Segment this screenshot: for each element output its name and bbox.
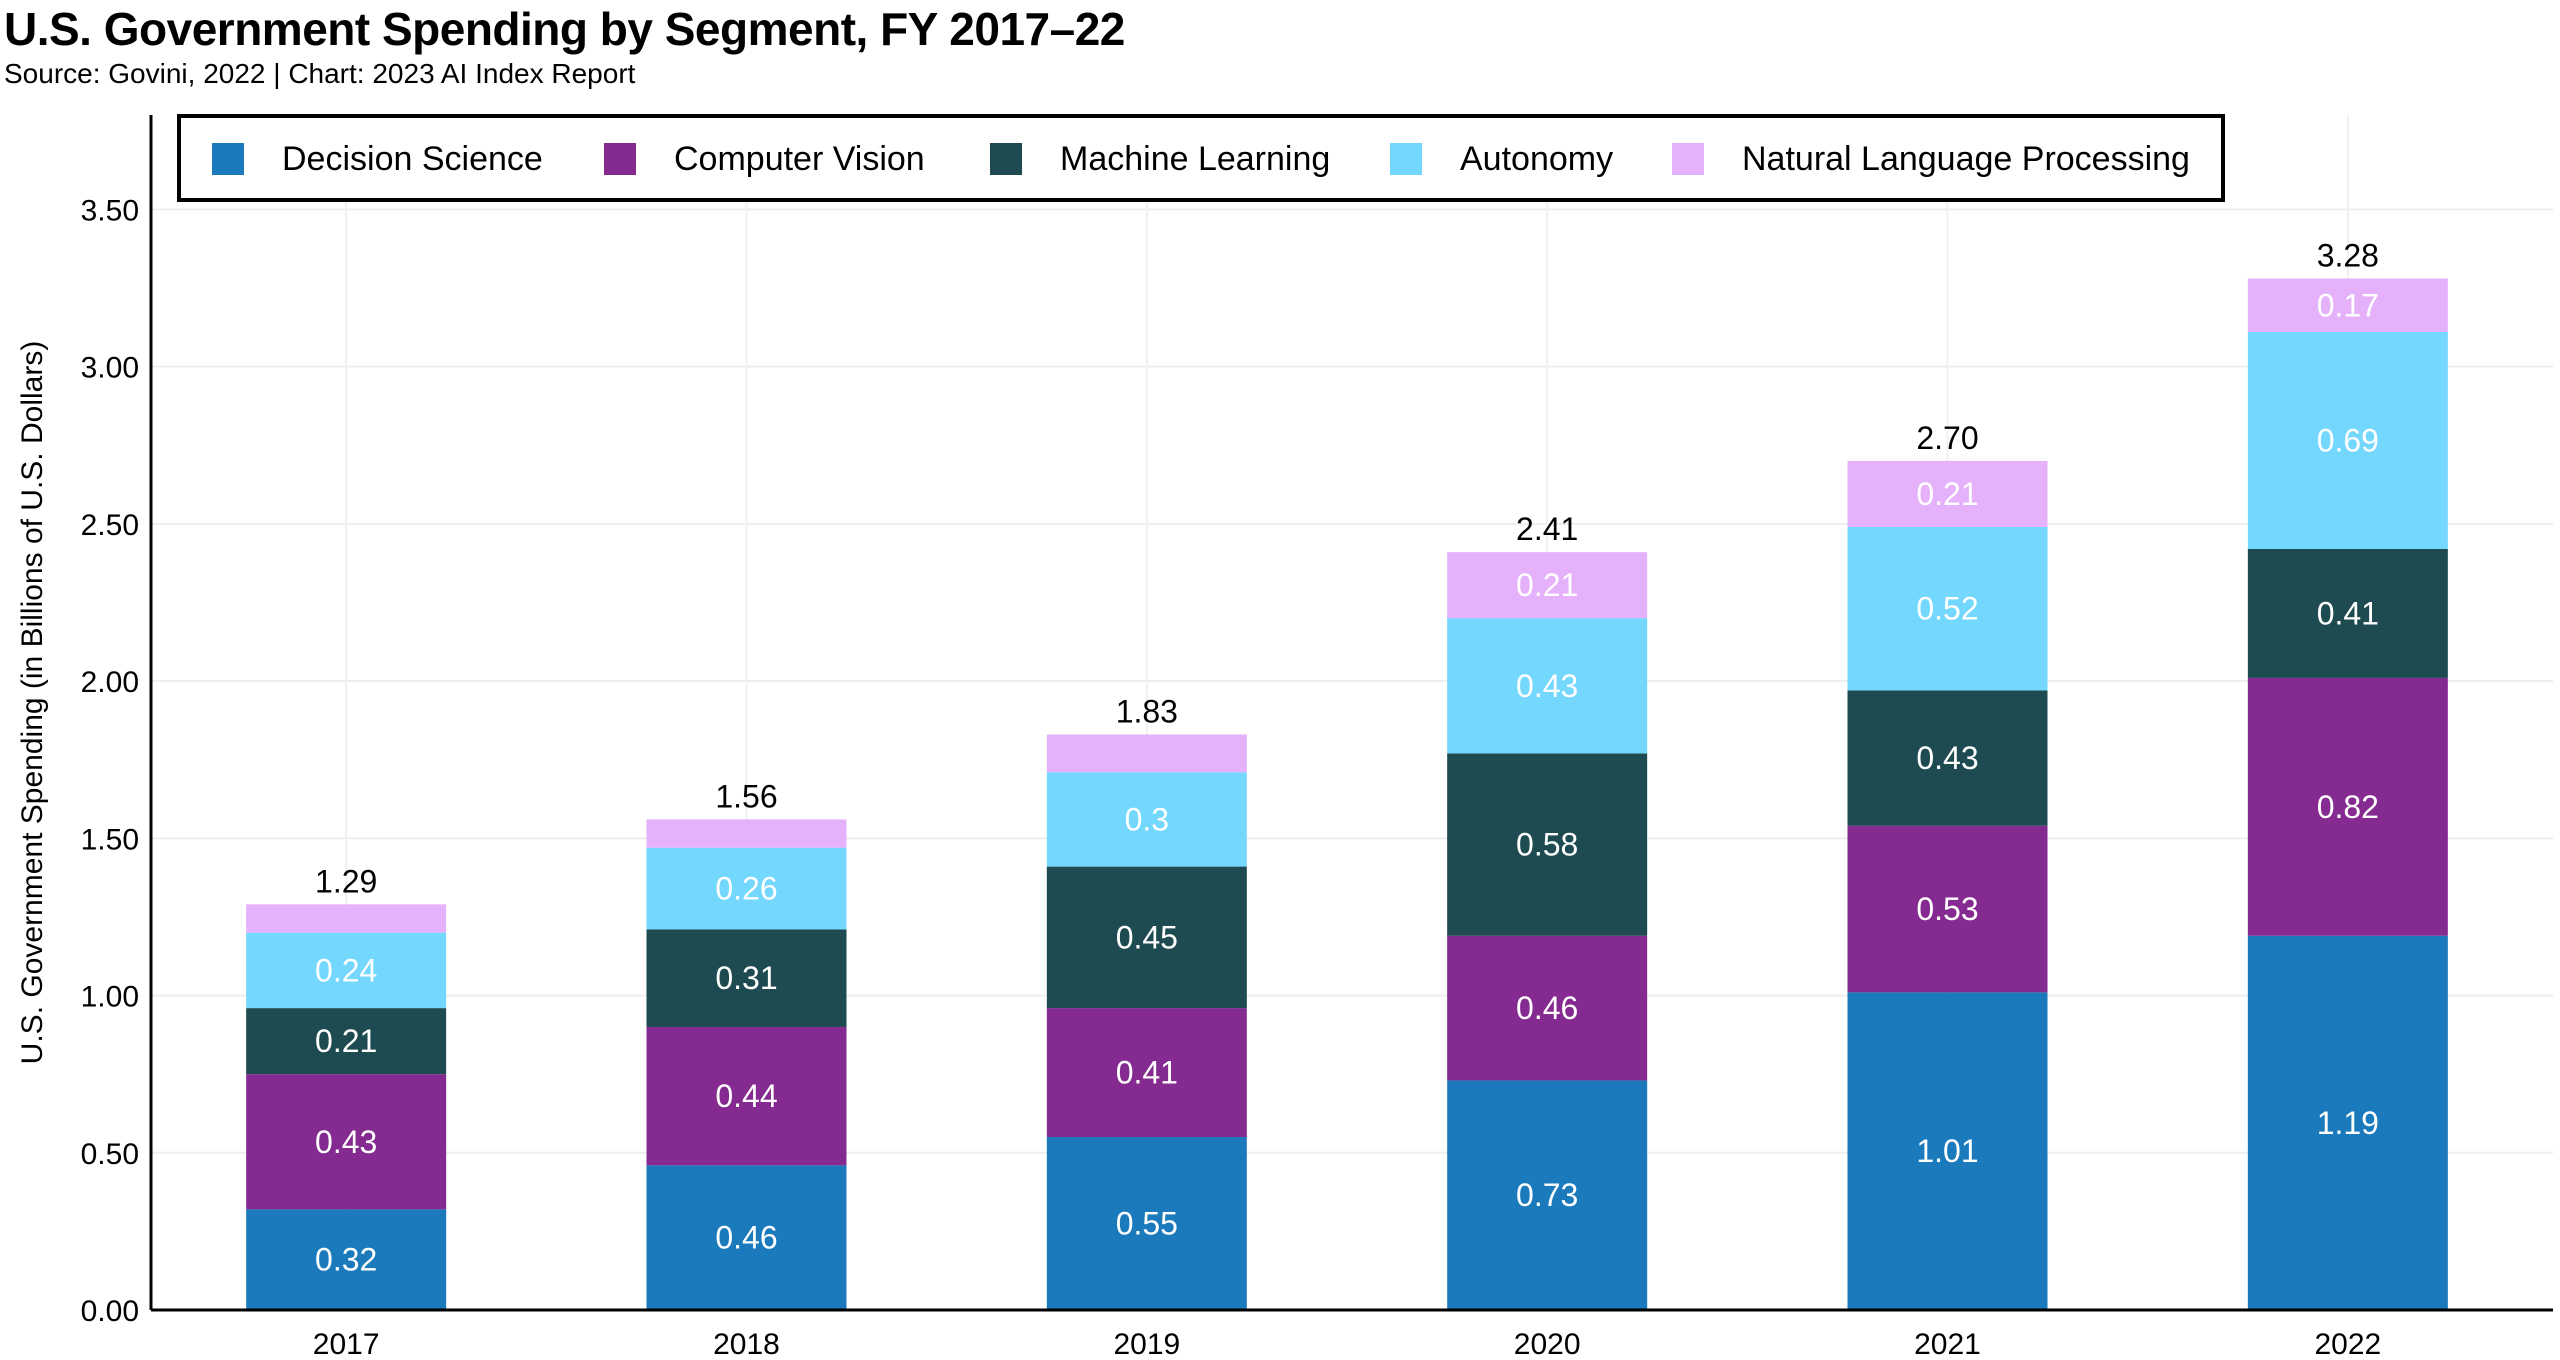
- bar-segment-machine-learning: [2247, 548, 2448, 678]
- data-label: 0.17: [2317, 287, 2379, 323]
- bar-segment-natural-language-processing: [246, 904, 447, 933]
- y-tick-label: 1.50: [81, 823, 139, 856]
- data-label: 0.24: [315, 952, 377, 988]
- total-label: 1.56: [715, 778, 777, 814]
- data-label: 0.21: [315, 1023, 377, 1059]
- bar-segment-natural-language-processing: [646, 819, 847, 848]
- bar-segment-autonomy: [1847, 526, 2048, 691]
- y-tick-label: 3.50: [81, 194, 139, 227]
- legend-swatch: [1672, 143, 1704, 175]
- total-label: 1.29: [315, 863, 377, 899]
- data-label: 0.43: [315, 1124, 377, 1160]
- bar-segment-autonomy: [246, 932, 447, 1009]
- data-label: 0.43: [1516, 668, 1578, 704]
- data-label: 0.3: [1125, 801, 1169, 837]
- y-tick-label: 2.50: [81, 509, 139, 542]
- bar-segment-natural-language-processing: [1847, 460, 2048, 527]
- data-label: 0.43: [1916, 740, 1978, 776]
- bar-segment-machine-learning: [1847, 690, 2048, 826]
- bar-segment-decision-science: [1447, 1080, 1648, 1310]
- data-label: 0.46: [1516, 990, 1578, 1026]
- legend-label: Computer Vision: [674, 140, 925, 178]
- legend-swatch: [212, 143, 244, 175]
- bar-segment-computer-vision: [1847, 825, 2048, 993]
- legend-label: Autonomy: [1460, 140, 1613, 178]
- total-label: 3.28: [2317, 238, 2379, 274]
- y-tick-label: 0.50: [81, 1138, 139, 1171]
- data-label: 1.19: [2317, 1105, 2379, 1141]
- data-label: 0.41: [1116, 1055, 1178, 1091]
- bar-segment-computer-vision: [1046, 1008, 1247, 1138]
- data-label: 0.45: [1116, 919, 1178, 955]
- bar-segment-autonomy: [2247, 331, 2448, 549]
- legend-label: Machine Learning: [1060, 140, 1330, 178]
- x-tick-label: 2017: [313, 1328, 380, 1360]
- data-label: 0.82: [2317, 789, 2379, 825]
- data-label: 0.26: [715, 871, 777, 907]
- legend-box: [177, 114, 2225, 202]
- bar-segment-computer-vision: [1447, 935, 1648, 1081]
- bar-segment-autonomy: [1447, 618, 1648, 754]
- data-label: 0.21: [1516, 567, 1578, 603]
- x-tick-label: 2021: [1914, 1328, 1981, 1360]
- x-tick-label: 2022: [2314, 1328, 2381, 1360]
- bar-segment-natural-language-processing: [1447, 552, 1648, 619]
- bar-segment-machine-learning: [1447, 753, 1648, 936]
- data-label: 0.55: [1116, 1206, 1178, 1242]
- bar-segment-natural-language-processing: [1046, 734, 1247, 773]
- x-tick-label: 2018: [713, 1328, 780, 1360]
- bar-segment-autonomy: [1046, 772, 1247, 867]
- bar-segment-computer-vision: [246, 1074, 447, 1210]
- data-label: 0.73: [1516, 1177, 1578, 1213]
- y-tick-label: 0.00: [81, 1295, 139, 1328]
- bar-segment-decision-science: [246, 1209, 447, 1310]
- total-label: 2.70: [1916, 420, 1978, 456]
- bar-segment-computer-vision: [2247, 677, 2448, 936]
- data-label: 1.01: [1916, 1133, 1978, 1169]
- bar-segment-machine-learning: [246, 1008, 447, 1075]
- data-label: 0.53: [1916, 891, 1978, 927]
- chart-subtitle: Source: Govini, 2022 | Chart: 2023 AI In…: [4, 58, 636, 89]
- total-label: 1.83: [1116, 694, 1178, 730]
- bar-segment-natural-language-processing: [2247, 278, 2448, 332]
- legend-swatch: [990, 143, 1022, 175]
- bar-segment-decision-science: [646, 1165, 847, 1310]
- data-label: 0.41: [2317, 595, 2379, 631]
- bar-segment-machine-learning: [1046, 866, 1247, 1009]
- bar-segment-machine-learning: [646, 929, 847, 1027]
- data-label: 0.21: [1916, 476, 1978, 512]
- data-label: 0.44: [715, 1078, 777, 1114]
- y-axis-label: U.S. Government Spending (in Billions of…: [16, 341, 49, 1065]
- legend-swatch: [604, 143, 636, 175]
- legend-swatch: [1390, 143, 1422, 175]
- bar-segment-decision-science: [1847, 992, 2048, 1310]
- bar-segment-decision-science: [2247, 935, 2448, 1310]
- data-label: 0.32: [315, 1242, 377, 1278]
- bar-segment-computer-vision: [646, 1026, 847, 1166]
- data-label: 0.69: [2317, 422, 2379, 458]
- data-label: 0.52: [1916, 591, 1978, 627]
- data-label: 0.46: [715, 1220, 777, 1256]
- y-tick-label: 2.00: [81, 666, 139, 699]
- y-tick-label: 1.00: [81, 981, 139, 1014]
- data-label: 0.58: [1516, 827, 1578, 863]
- data-label: 0.31: [715, 960, 777, 996]
- total-label: 2.41: [1516, 511, 1578, 547]
- y-tick-label: 3.00: [81, 352, 139, 385]
- legend-label: Natural Language Processing: [1742, 140, 2190, 178]
- bar-segment-decision-science: [1046, 1137, 1247, 1310]
- legend-label: Decision Science: [282, 140, 543, 178]
- x-tick-label: 2019: [1113, 1328, 1180, 1360]
- x-tick-label: 2020: [1514, 1328, 1581, 1360]
- chart-title: U.S. Government Spending by Segment, FY …: [4, 3, 1125, 55]
- bar-segment-autonomy: [646, 847, 847, 930]
